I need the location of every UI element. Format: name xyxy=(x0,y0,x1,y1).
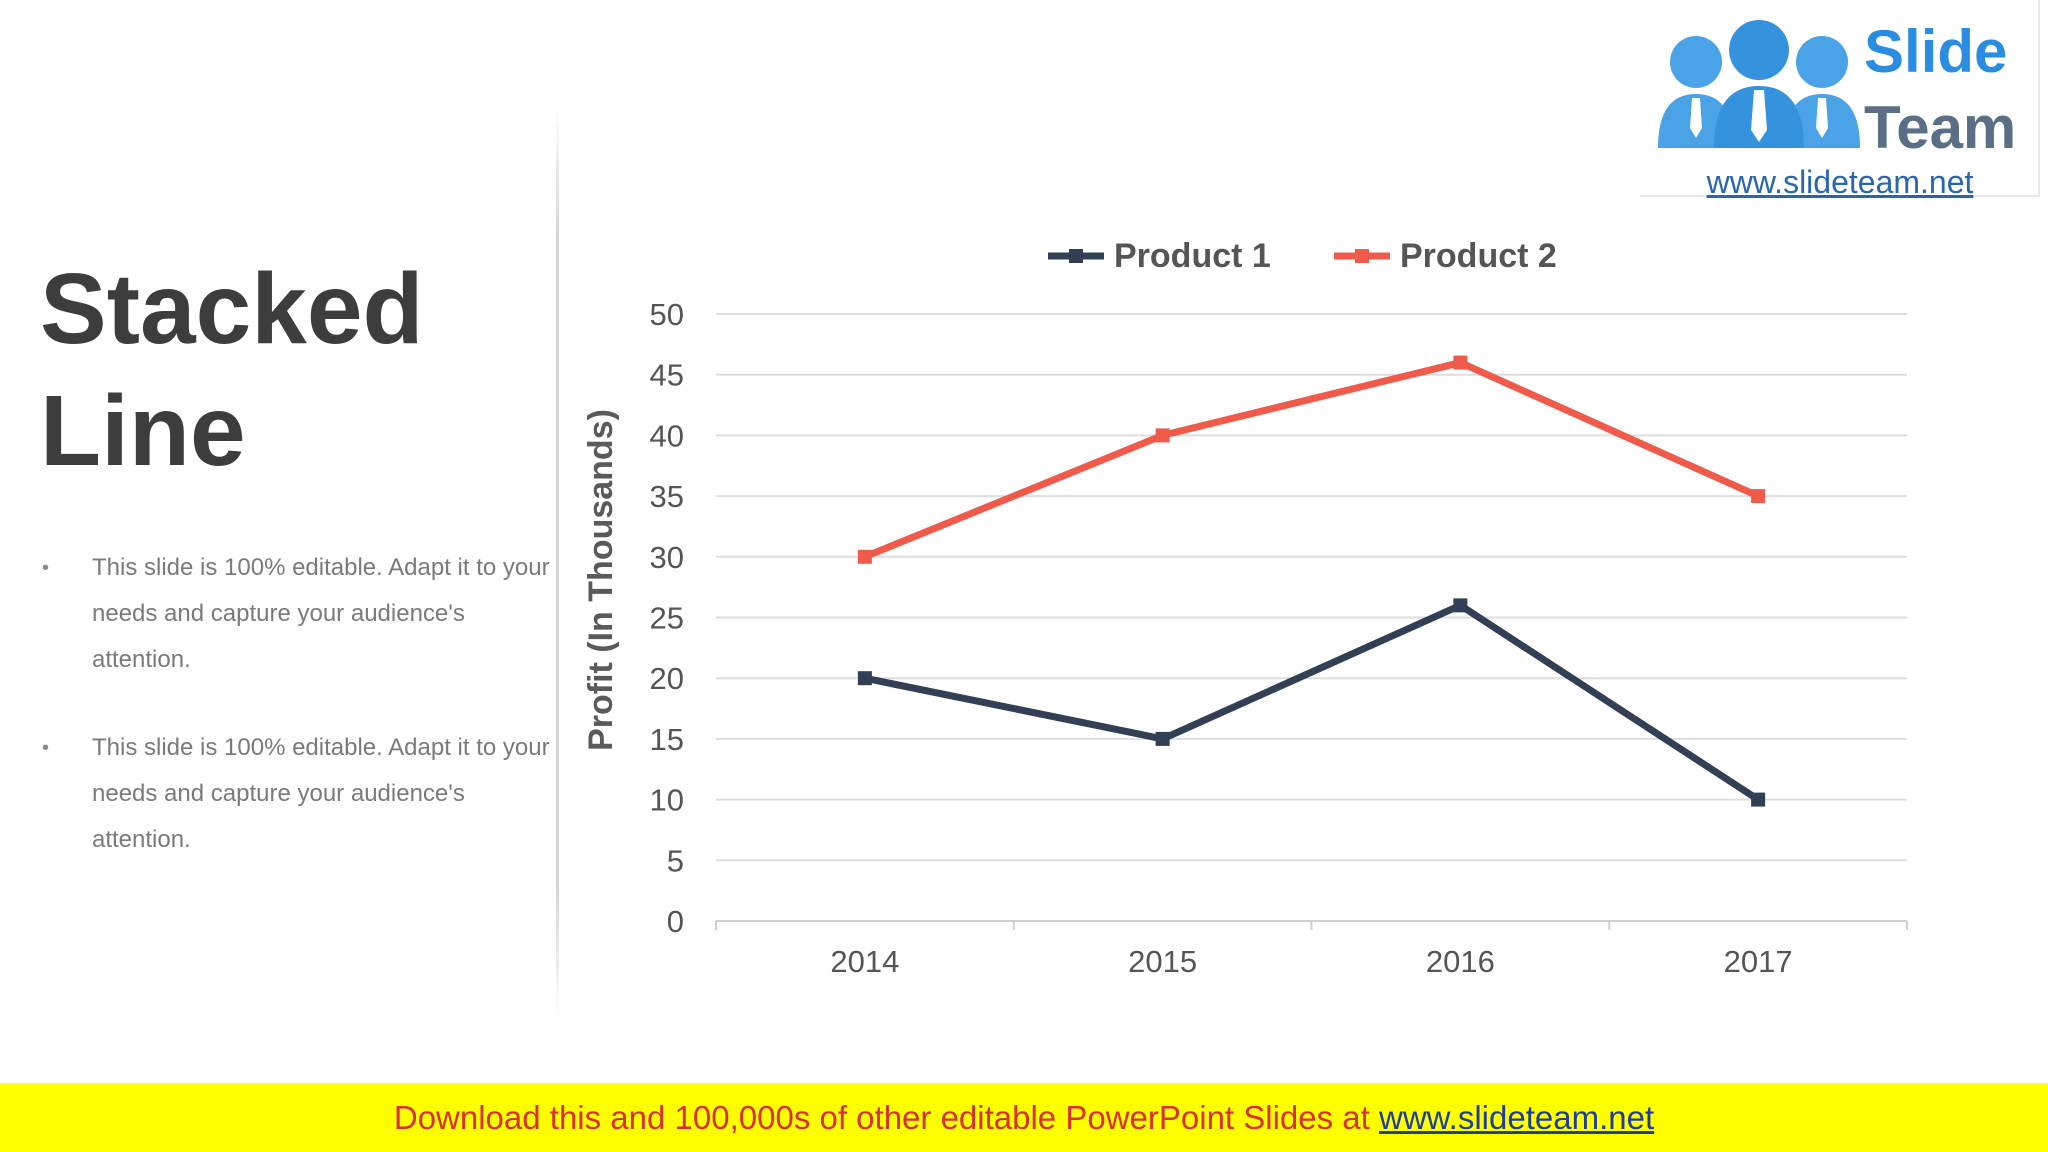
bullet-item: • This slide is 100% editable. Adapt it … xyxy=(40,725,560,863)
series-line xyxy=(864,601,1761,803)
logo-word-slide: Slide xyxy=(1864,18,2008,85)
title-line-2: Line xyxy=(40,375,246,487)
data-point xyxy=(1751,489,1766,504)
x-tick-label: 2016 xyxy=(1426,944,1495,979)
data-point xyxy=(1155,731,1170,746)
chart-gridlines xyxy=(716,313,1907,922)
data-point xyxy=(1453,598,1468,613)
banner-link[interactable]: www.slideteam.net xyxy=(1379,1099,1655,1136)
y-tick-label: 35 xyxy=(650,479,684,514)
banner-message: Download this and 100,000s of other edit… xyxy=(393,1099,1370,1136)
y-tick-label: 15 xyxy=(650,722,684,757)
x-tick-label: 2015 xyxy=(1128,944,1197,979)
legend-swatch-marker xyxy=(1355,249,1369,263)
y-tick-label: 40 xyxy=(650,418,684,453)
x-tick-label: 2017 xyxy=(1724,944,1793,979)
y-axis-ticks: 0 5 10 15 20 25 30 35 40 45 50 xyxy=(650,297,684,939)
logo-frame xyxy=(1640,0,2040,197)
data-point xyxy=(857,671,872,686)
line-chart: Product 1 Product 2 05101520253035404550 … xyxy=(582,237,1908,979)
data-point xyxy=(1155,428,1170,443)
bullet-text: This slide is 100% editable. Adapt it to… xyxy=(92,734,550,853)
series-2 xyxy=(857,355,1766,564)
y-tick-label: 20 xyxy=(650,661,684,696)
series-1 xyxy=(857,598,1766,807)
slide-title: Stacked Line xyxy=(40,248,520,492)
x-tick-label: 2014 xyxy=(830,944,899,979)
y-axis-label: Profit (In Thousands) xyxy=(582,409,620,751)
chart-legend: Product 1 Product 2 xyxy=(1048,237,1557,275)
y-tick-label: 25 xyxy=(650,601,684,636)
bullet-text: This slide is 100% editable. Adapt it to… xyxy=(92,554,550,673)
data-point xyxy=(1751,792,1766,807)
slideteam-logo[interactable]: Slide Team www.slideteam.net xyxy=(1640,0,2040,200)
legend-label: Product 2 xyxy=(1400,237,1557,275)
legend-label: Product 1 xyxy=(1114,237,1271,275)
bullet-list: • This slide is 100% editable. Adapt it … xyxy=(40,545,560,905)
series-line xyxy=(863,359,1760,561)
logo-url-link[interactable]: www.slideteam.net xyxy=(1706,164,1974,200)
vertical-divider xyxy=(556,105,559,1020)
bullet-marker: • xyxy=(42,737,50,759)
y-tick-label: 0 xyxy=(667,904,684,939)
legend-item: Product 2 xyxy=(1334,237,1557,275)
bullet-marker: • xyxy=(42,557,50,579)
y-tick-label: 45 xyxy=(650,358,684,393)
title-line-1: Stacked xyxy=(40,253,424,365)
x-axis-ticks: 2014 2015 2016 2017 xyxy=(715,921,1908,979)
logo-word-team: Team xyxy=(1864,94,2017,161)
y-tick-label: 50 xyxy=(650,297,684,332)
y-tick-label: 30 xyxy=(650,540,684,575)
legend-swatch-marker xyxy=(1069,249,1083,263)
people-group-icon xyxy=(1658,20,1860,148)
chart-series xyxy=(857,355,1766,807)
legend-item: Product 1 xyxy=(1048,237,1271,275)
download-banner: Download this and 100,000s of other edit… xyxy=(0,1083,2048,1152)
data-point xyxy=(1453,355,1468,370)
banner-text-line: Download this and 100,000s of other edit… xyxy=(0,1083,2048,1152)
y-tick-label: 5 xyxy=(667,843,684,878)
y-tick-label: 10 xyxy=(650,783,684,818)
data-point xyxy=(857,549,872,564)
bullet-item: • This slide is 100% editable. Adapt it … xyxy=(40,545,560,683)
